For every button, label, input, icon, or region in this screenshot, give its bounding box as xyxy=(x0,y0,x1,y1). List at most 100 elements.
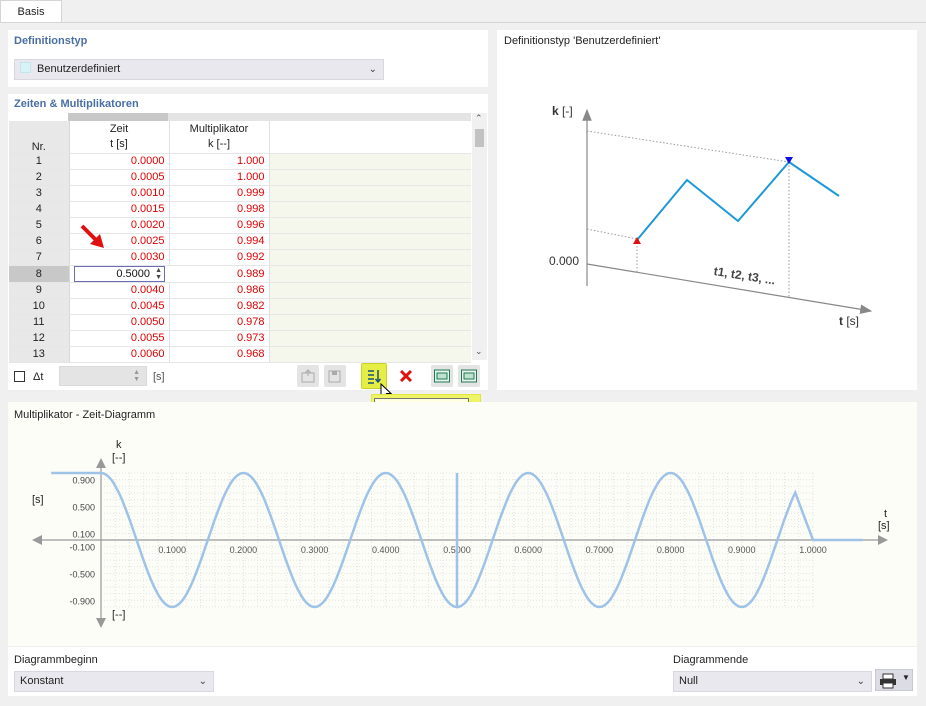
time-cell[interactable]: 0.0020 xyxy=(69,217,170,234)
row-number[interactable]: 11 xyxy=(9,314,70,331)
time-cell[interactable]: 0.0045 xyxy=(69,298,170,315)
time-cell[interactable]: 0.0030 xyxy=(69,249,170,266)
tab-divider xyxy=(0,22,926,23)
table-row[interactable]: 3 0.0010 0.999 xyxy=(9,185,471,202)
x-tick-label: 0.1000 xyxy=(158,545,186,555)
time-cell[interactable]: 0.0015 xyxy=(69,201,170,218)
excel-export-button[interactable] xyxy=(431,365,453,387)
row-number[interactable]: 7 xyxy=(9,249,70,266)
scrollbar-thumb[interactable] xyxy=(475,129,484,147)
time-cell[interactable]: 0.0060 xyxy=(69,346,170,363)
x-axis-arrow-right xyxy=(878,535,888,545)
table-row[interactable]: 8 0.5000 ▲ ▼ 0.989 xyxy=(9,265,471,283)
sort-icon xyxy=(368,370,382,384)
tab-basis[interactable]: Basis xyxy=(0,0,62,23)
definitionstyp-panel: Definitionstyp Benutzerdefiniert ⌄ xyxy=(8,30,488,87)
spin-icon[interactable]: ▲ ▼ xyxy=(155,266,162,281)
y-tick-label: -0.100 xyxy=(69,543,95,553)
export-button[interactable] xyxy=(324,365,346,387)
multiplikator-chart: 0.900 0.500 0.100 -0.100 -0.500 -0.900 0.1000 0… xyxy=(32,458,888,628)
row-number[interactable]: 3 xyxy=(9,185,70,202)
x-tick-label: 1.0000 xyxy=(799,545,827,555)
empty-cell xyxy=(269,265,471,283)
excel-import-button[interactable] xyxy=(458,365,480,387)
multiplier-cell[interactable]: 1.000 xyxy=(169,169,270,186)
time-cell-editing[interactable]: 0.5000 ▲ ▼ xyxy=(69,265,169,283)
schema-title: Definitionstyp 'Benutzerdefiniert' xyxy=(504,35,661,47)
row-number[interactable]: 4 xyxy=(9,201,70,218)
multiplier-cell[interactable]: 0.986 xyxy=(169,282,270,299)
row-number[interactable]: 13 xyxy=(9,346,70,363)
delete-button[interactable] xyxy=(395,365,417,387)
multiplier-cell[interactable]: 0.999 xyxy=(169,185,270,202)
table-import-icon xyxy=(461,369,477,383)
time-edit-value: 0.5000 xyxy=(116,267,150,280)
table-scrollbar[interactable]: ⌃ ⌄ xyxy=(472,113,487,360)
sort-table-button[interactable] xyxy=(361,363,387,389)
multiplier-cell[interactable]: 0.982 xyxy=(169,298,270,315)
empty-cell xyxy=(269,249,471,266)
delta-t-checkbox[interactable] xyxy=(14,371,25,382)
row-number[interactable]: 12 xyxy=(9,330,70,347)
print-button[interactable]: ▼ xyxy=(875,669,913,691)
time-cell[interactable]: 0.0000 xyxy=(69,153,170,170)
table-row[interactable]: 5 0.0020 0.996 xyxy=(9,217,471,234)
table-row[interactable]: 12 0.0055 0.973 xyxy=(9,330,471,347)
y-tick-label: -0.900 xyxy=(69,596,95,606)
time-cell[interactable]: 0.0040 xyxy=(69,282,170,299)
multiplier-cell[interactable]: 0.992 xyxy=(169,249,270,266)
scroll-down-icon[interactable]: ⌄ xyxy=(475,346,483,356)
diagram-k-label: k xyxy=(116,439,122,451)
row-number[interactable]: 1 xyxy=(9,153,70,170)
time-edit-input[interactable]: 0.5000 ▲ ▼ xyxy=(73,265,165,281)
empty-cell xyxy=(269,346,471,363)
col-zeit-header: Zeit t [s] xyxy=(69,121,170,154)
table-row[interactable]: 1 0.0000 1.000 xyxy=(9,153,471,170)
row-number[interactable]: 10 xyxy=(9,298,70,315)
table-row[interactable]: 10 0.0045 0.982 xyxy=(9,298,471,315)
x-tick-label: 0.6000 xyxy=(514,545,542,555)
multiplier-cell[interactable]: 0.989 xyxy=(169,265,270,283)
table-row[interactable]: 6 0.0025 0.994 xyxy=(9,233,471,250)
multiplier-cell[interactable]: 0.968 xyxy=(169,346,270,363)
table-row[interactable]: 2 0.0005 1.000 xyxy=(9,169,471,186)
multiplier-cell[interactable]: 0.994 xyxy=(169,233,270,250)
definitionstyp-select[interactable]: Benutzerdefiniert ⌄ xyxy=(14,59,384,80)
schema-zero-label: 0.000 xyxy=(549,254,580,268)
table-row[interactable]: 7 0.0030 0.992 xyxy=(9,249,471,266)
chevron-down-icon: ⌄ xyxy=(856,676,865,687)
zeiten-title: Zeiten & Multiplikatoren xyxy=(14,98,139,110)
time-cell[interactable]: 0.0055 xyxy=(69,330,170,347)
table-row[interactable]: 13 0.0060 0.968 xyxy=(9,346,471,363)
x-axis-arrow-left xyxy=(32,535,42,545)
y-tick-label: 0.500 xyxy=(72,503,95,513)
multiplier-cell[interactable]: 0.996 xyxy=(169,217,270,234)
row-number[interactable]: 9 xyxy=(9,282,70,299)
row-number[interactable]: 8 xyxy=(9,265,70,283)
diagrammbeginn-select[interactable]: Konstant ⌄ xyxy=(14,671,214,692)
table-row[interactable]: 4 0.0015 0.998 xyxy=(9,201,471,218)
row-number[interactable]: 5 xyxy=(9,217,70,234)
spin-icon[interactable]: ▲ ▼ xyxy=(133,369,140,383)
time-cell[interactable]: 0.0050 xyxy=(69,314,170,331)
diagrammende-value: Null xyxy=(679,675,698,687)
caret-down-icon[interactable]: ▼ xyxy=(902,673,910,682)
multiplier-cell[interactable]: 0.978 xyxy=(169,314,270,331)
delta-t-input[interactable]: ▲ ▼ xyxy=(59,366,147,386)
multiplier-cell[interactable]: 0.973 xyxy=(169,330,270,347)
diagram-bottom-unit: [--] xyxy=(112,609,126,621)
multiplier-cell[interactable]: 1.000 xyxy=(169,153,270,170)
table-row[interactable]: 11 0.0050 0.978 xyxy=(9,314,471,331)
y-axis-arrow-down xyxy=(96,618,106,628)
row-number[interactable]: 6 xyxy=(9,233,70,250)
scroll-up-icon[interactable]: ⌃ xyxy=(475,113,483,123)
time-cell[interactable]: 0.0010 xyxy=(69,185,170,202)
definitionstyp-title: Definitionstyp xyxy=(14,35,88,47)
import-button[interactable] xyxy=(297,365,319,387)
multiplier-cell[interactable]: 0.998 xyxy=(169,201,270,218)
row-number[interactable]: 2 xyxy=(9,169,70,186)
diagrammende-select[interactable]: Null ⌄ xyxy=(673,671,872,692)
table-row[interactable]: 9 0.0040 0.986 xyxy=(9,282,471,299)
time-cell[interactable]: 0.0005 xyxy=(69,169,170,186)
delta-t-label: Δt xyxy=(33,371,44,383)
